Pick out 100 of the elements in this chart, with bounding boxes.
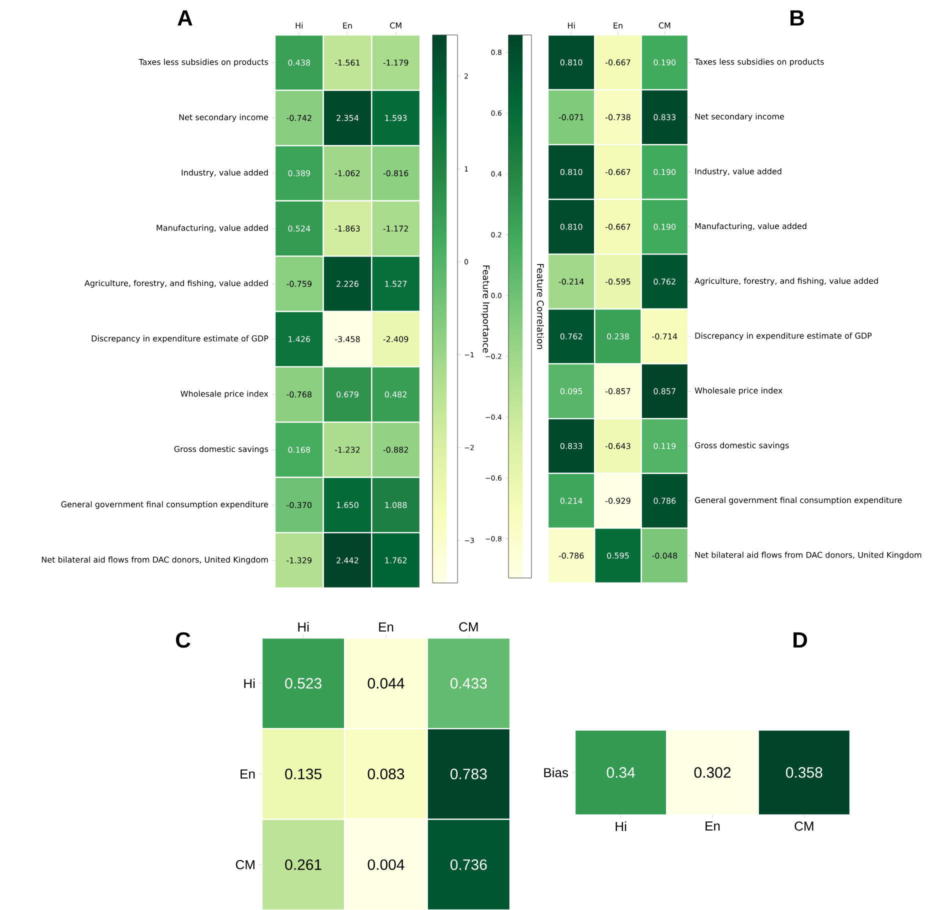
data-label: 0.762 xyxy=(654,278,676,285)
x-tick-label: En xyxy=(706,822,720,830)
x-tick-label: Hi xyxy=(568,22,575,28)
data-label: -2.409 xyxy=(383,336,408,342)
data-label: 2.226 xyxy=(336,280,358,287)
y-tick-label: Wholesale price index xyxy=(694,387,782,396)
y-tick-label: Gross domestic savings xyxy=(694,442,789,450)
y-tick-label: Industry, value added xyxy=(182,169,268,178)
x-tick-label: En xyxy=(343,22,352,28)
data-label: -0.742 xyxy=(286,114,312,121)
data-label: 0.190 xyxy=(654,59,676,66)
data-label: 0.595 xyxy=(607,552,629,559)
data-label: -1.329 xyxy=(286,557,312,564)
y-tick-label: Agriculture, forestry, and fishing, value added xyxy=(84,280,268,288)
x-tick-label: Hi xyxy=(616,822,626,831)
x-tick-label: En xyxy=(379,622,394,632)
y-tick-label: Manufacturing, value added xyxy=(156,224,268,232)
data-label: 0.168 xyxy=(288,446,310,453)
y-tick-label: Manufacturing, value added xyxy=(695,222,806,231)
data-label: 0.190 xyxy=(654,224,676,230)
data-label: -1.863 xyxy=(335,226,360,232)
y-tick-label: Discrepancy in expenditure estimate of GDP xyxy=(695,332,872,340)
data-label: 0.810 xyxy=(560,168,582,176)
data-label: 1.527 xyxy=(385,280,407,287)
data-label: -0.759 xyxy=(286,280,312,287)
data-label: -0.816 xyxy=(383,170,408,176)
data-label: -0.667 xyxy=(606,59,630,66)
data-label: 1.593 xyxy=(385,114,407,121)
data-label: 0.34 xyxy=(606,767,635,778)
x-tick-label: En xyxy=(614,22,622,28)
y-tick-label: General government final consumption expenditure xyxy=(61,501,268,509)
data-label: -0.714 xyxy=(652,333,678,340)
data-label: 1.088 xyxy=(385,502,407,508)
y-tick-label: Net bilateral aid flows from DAC donors, United Kingdom xyxy=(42,556,268,564)
data-label: -1.172 xyxy=(383,226,408,232)
data-label: 0.261 xyxy=(285,859,322,870)
chart-title: D xyxy=(794,632,808,648)
data-label: 0.783 xyxy=(450,768,487,780)
data-label: -0.882 xyxy=(383,446,408,453)
data-label: 0.786 xyxy=(654,498,676,504)
x-tick-label: CM xyxy=(794,822,814,831)
data-label: -1.179 xyxy=(383,60,408,66)
data-label: -0.048 xyxy=(652,552,678,559)
data-label: -0.768 xyxy=(286,391,312,398)
y-tick-label: Industry, value added xyxy=(695,168,782,176)
data-label: 2.354 xyxy=(336,114,358,121)
y-tick-label: Gross domestic savings xyxy=(174,446,268,454)
y-tick-label: Discrepancy in expenditure estimate of GDP xyxy=(92,335,268,344)
y-tick-label: Bias xyxy=(544,768,568,778)
data-label: 0.119 xyxy=(654,442,676,450)
y-tick-label: Net secondary income xyxy=(179,114,268,122)
color-bar-title: Feature Correlation xyxy=(537,264,544,349)
data-label: 0.190 xyxy=(654,168,676,176)
data-label: -1.062 xyxy=(335,170,360,176)
data-label: 1.762 xyxy=(385,557,406,564)
data-label: 0.833 xyxy=(654,114,676,120)
data-label: -0.370 xyxy=(286,502,312,508)
y-tick-label: Net secondary income xyxy=(695,113,784,122)
data-label: 0.810 xyxy=(560,59,582,66)
data-label: 0.736 xyxy=(450,859,487,870)
data-label: 1.650 xyxy=(336,502,358,508)
data-label: 0.524 xyxy=(288,226,310,232)
data-label: 0.438 xyxy=(288,60,310,66)
data-label: 0.679 xyxy=(336,391,358,398)
data-label: 0.044 xyxy=(368,678,404,689)
chart-title: A xyxy=(178,10,192,26)
data-label: 1.426 xyxy=(288,336,310,342)
data-label: 0.358 xyxy=(786,767,822,778)
data-label: -0.786 xyxy=(558,552,584,559)
data-label: -0.929 xyxy=(606,498,630,504)
x-tick-label: Hi xyxy=(296,22,303,28)
y-tick-label: Wholesale price index xyxy=(180,390,268,398)
data-label: 0.389 xyxy=(288,170,310,176)
data-label: -0.857 xyxy=(606,388,630,394)
data-label: -0.667 xyxy=(606,168,630,176)
x-tick-label: CM xyxy=(390,22,402,28)
y-tick-label: CM xyxy=(236,860,254,870)
y-tick-label: Taxes less subsidies on products xyxy=(138,58,268,67)
data-label: -0.643 xyxy=(606,442,630,450)
y-tick-label: Hi xyxy=(244,678,255,688)
text: B xyxy=(790,10,804,26)
data-label: 2.442 xyxy=(336,557,358,564)
y-tick-label: En xyxy=(240,770,255,778)
y-tick-label: Agriculture, forestry, and fishing, value added xyxy=(694,278,878,286)
x-tick-label: CM xyxy=(658,22,670,28)
y-tick-label: Net bilateral aid flows from DAC donors, United Kingdom xyxy=(695,552,922,560)
data-label: 0.762 xyxy=(560,333,582,340)
data-label: 0.135 xyxy=(285,768,322,780)
data-label: 0.482 xyxy=(384,391,406,398)
data-label: -3.458 xyxy=(335,336,360,342)
data-label: 0.857 xyxy=(654,388,676,394)
color-bar-title: Feature Importance xyxy=(481,266,490,353)
x-tick-label: CM xyxy=(459,622,478,632)
data-label: 0.302 xyxy=(694,767,731,778)
data-label: 0.833 xyxy=(560,442,582,450)
chart-title: C xyxy=(176,632,190,648)
data-label: -1.561 xyxy=(335,60,360,66)
x-tick-label: Hi xyxy=(298,622,309,632)
y-tick-label: Taxes less subsidies on products xyxy=(694,58,824,66)
y-tick-label: General government final consumption expenditure xyxy=(694,496,902,505)
